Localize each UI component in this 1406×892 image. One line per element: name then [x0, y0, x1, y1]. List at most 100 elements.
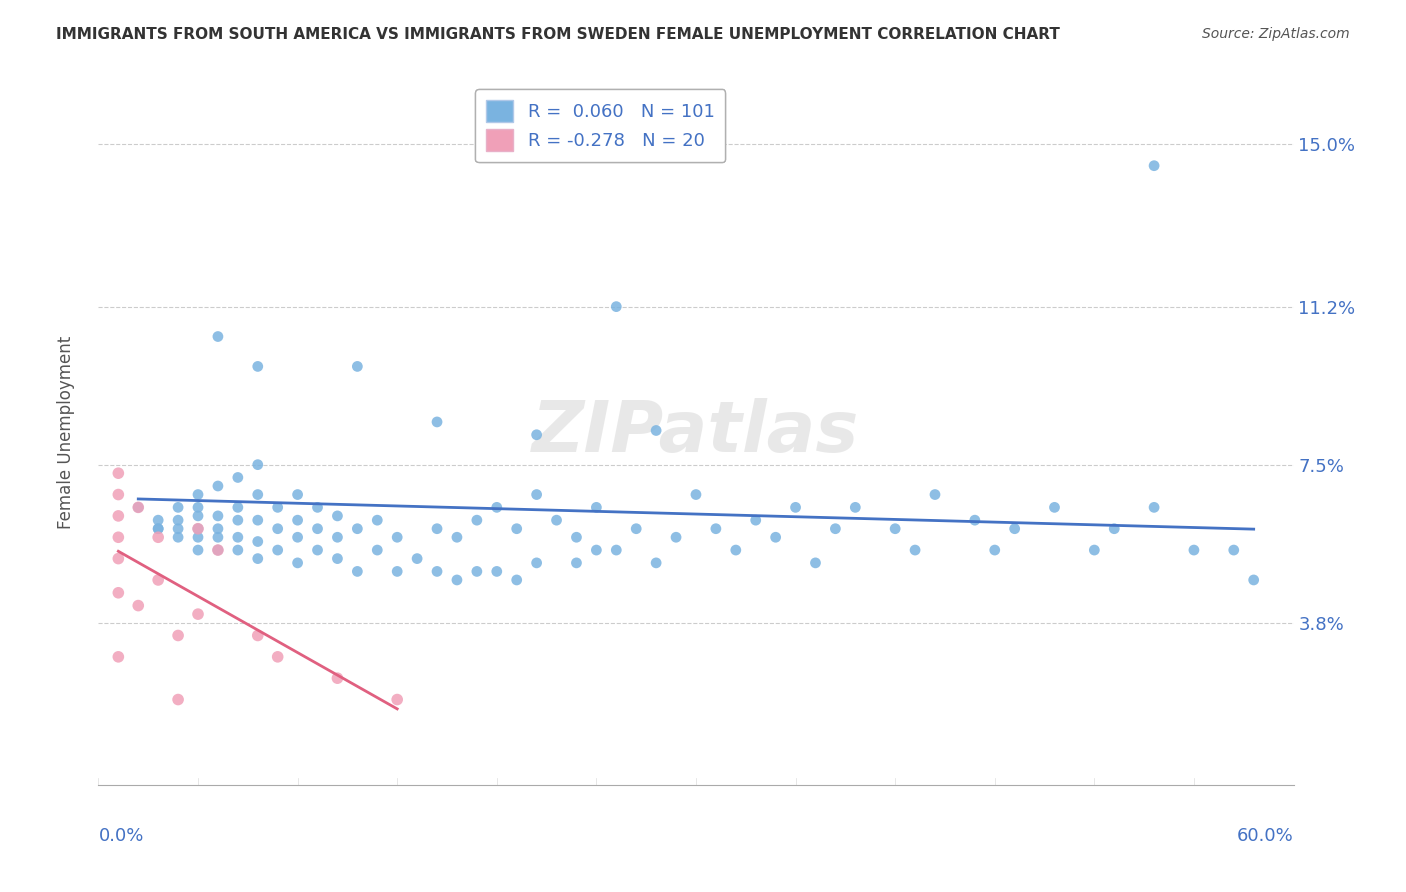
Point: [148, 513, 170, 527]
Point: [107, 586, 129, 600]
Point: [346, 565, 368, 579]
Point: [645, 556, 668, 570]
Point: [924, 487, 946, 501]
Point: [506, 522, 529, 536]
Point: [565, 530, 588, 544]
Point: [267, 500, 290, 515]
Point: [526, 556, 548, 570]
Point: [724, 543, 747, 558]
Point: [226, 543, 249, 558]
Point: [526, 427, 548, 442]
Point: [426, 565, 449, 579]
Point: [844, 500, 866, 515]
Point: [984, 543, 1007, 558]
Point: [107, 466, 129, 480]
Point: [187, 607, 209, 621]
Point: [884, 522, 907, 536]
Point: [107, 649, 129, 664]
Point: [107, 551, 129, 566]
Point: [446, 573, 468, 587]
Point: [605, 543, 627, 558]
Point: [226, 470, 249, 484]
Text: IMMIGRANTS FROM SOUTH AMERICA VS IMMIGRANTS FROM SWEDEN FEMALE UNEMPLOYMENT CORR: IMMIGRANTS FROM SOUTH AMERICA VS IMMIGRA…: [56, 27, 1060, 42]
Point: [585, 543, 607, 558]
Text: 0.0%: 0.0%: [98, 827, 143, 846]
Point: [506, 573, 529, 587]
Point: [645, 424, 668, 438]
Point: [366, 543, 388, 558]
Point: [1223, 543, 1246, 558]
Point: [326, 551, 349, 566]
Point: [127, 500, 149, 515]
Point: [426, 415, 449, 429]
Point: [246, 513, 269, 527]
Point: [246, 458, 269, 472]
Point: [287, 487, 309, 501]
Point: [765, 530, 787, 544]
Point: [605, 300, 627, 314]
Point: [307, 522, 329, 536]
Point: [167, 530, 190, 544]
Point: [366, 513, 388, 527]
Point: [148, 522, 170, 536]
Point: [148, 522, 170, 536]
Point: [1104, 522, 1126, 536]
Point: [785, 500, 807, 515]
Point: [485, 565, 508, 579]
Text: ZIPatlas: ZIPatlas: [533, 398, 859, 467]
Point: [465, 565, 488, 579]
Point: [207, 479, 229, 493]
Point: [585, 500, 607, 515]
Point: [267, 543, 290, 558]
Point: [824, 522, 846, 536]
Point: [187, 530, 209, 544]
Point: [346, 522, 368, 536]
Point: [485, 500, 508, 515]
Point: [267, 649, 290, 664]
Point: [246, 487, 269, 501]
Point: [406, 551, 429, 566]
Point: [963, 513, 986, 527]
Point: [187, 522, 209, 536]
Point: [148, 530, 170, 544]
Point: [385, 565, 409, 579]
Point: [127, 500, 149, 515]
Point: [148, 573, 170, 587]
Point: [107, 508, 129, 523]
Point: [107, 530, 129, 544]
Point: [167, 500, 190, 515]
Legend: R =  0.060   N = 101, R = -0.278   N = 20: R = 0.060 N = 101, R = -0.278 N = 20: [475, 89, 725, 162]
Point: [246, 534, 269, 549]
Point: [1182, 543, 1205, 558]
Point: [326, 530, 349, 544]
Point: [226, 500, 249, 515]
Point: [1043, 500, 1066, 515]
Point: [127, 599, 149, 613]
Point: [167, 522, 190, 536]
Point: [107, 487, 129, 501]
Point: [385, 692, 409, 706]
Point: [326, 508, 349, 523]
Point: [1243, 573, 1265, 587]
Point: [745, 513, 768, 527]
Point: [904, 543, 927, 558]
Point: [167, 513, 190, 527]
Point: [465, 513, 488, 527]
Point: [446, 530, 468, 544]
Point: [307, 500, 329, 515]
Y-axis label: Female Unemployment: Female Unemployment: [56, 336, 75, 529]
Text: Source: ZipAtlas.com: Source: ZipAtlas.com: [1202, 27, 1350, 41]
Point: [1004, 522, 1026, 536]
Point: [287, 556, 309, 570]
Point: [426, 522, 449, 536]
Point: [187, 487, 209, 501]
Point: [207, 522, 229, 536]
Point: [246, 359, 269, 374]
Point: [546, 513, 568, 527]
Point: [207, 329, 229, 343]
Point: [187, 543, 209, 558]
Point: [207, 508, 229, 523]
Point: [187, 500, 209, 515]
Point: [287, 513, 309, 527]
Point: [685, 487, 707, 501]
